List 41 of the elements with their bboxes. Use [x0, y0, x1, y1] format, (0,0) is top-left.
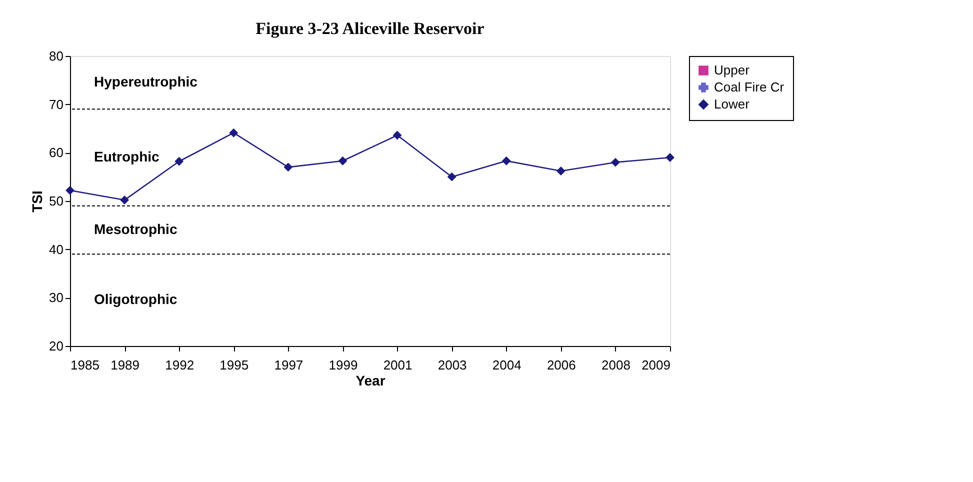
x-tick-label: 1985: [70, 358, 100, 372]
y-axis-title: TSI: [29, 190, 46, 212]
y-tick-label: 70: [49, 96, 64, 112]
x-tick-label: 1999: [328, 358, 358, 372]
y-tick-label: 50: [49, 194, 64, 208]
x-tick-label: 2004: [492, 358, 522, 372]
legend-label: Upper: [714, 62, 750, 78]
x-tick-label: 2003: [438, 358, 467, 372]
x-tick-label: 1989: [110, 358, 140, 372]
x-tick-label: 2008: [601, 358, 630, 372]
legend-label: Coal Fire Cr: [714, 80, 785, 94]
annotation: Eutrophic: [94, 148, 160, 164]
x-tick-label: 1997: [274, 358, 304, 372]
y-tick-label: 40: [49, 242, 64, 257]
x-tick-label: 1992: [165, 358, 194, 372]
annotation: Mesotrophic: [94, 221, 178, 237]
y-tick-label: 30: [49, 290, 64, 306]
annotation: Oligotrophic: [94, 291, 178, 308]
y-tick-label: 60: [49, 145, 64, 160]
point: [447, 172, 456, 182]
x-tick-label: 2006: [546, 358, 576, 372]
x-tick-label: 1995: [220, 358, 249, 372]
point: [229, 128, 238, 138]
point: [284, 162, 293, 172]
y-tick-label: 20: [49, 338, 64, 354]
legend-label: Lower: [714, 96, 750, 112]
point: [556, 166, 566, 176]
point: [392, 130, 402, 140]
point: [120, 196, 130, 205]
annotation: Hypereutrophic: [94, 74, 198, 90]
point: [502, 156, 511, 166]
point: [666, 153, 674, 162]
y-tick-label: 80: [49, 48, 64, 64]
point: [66, 186, 74, 195]
x-tick-label: 2001: [383, 358, 412, 372]
x-tick-label: 2009: [642, 358, 670, 372]
point: [338, 156, 348, 166]
x-axis-title: Year: [356, 372, 386, 388]
point: [174, 156, 184, 166]
chart-title: Figure 3-23 Aliceville Reservoir: [256, 19, 485, 38]
point: [610, 158, 620, 167]
